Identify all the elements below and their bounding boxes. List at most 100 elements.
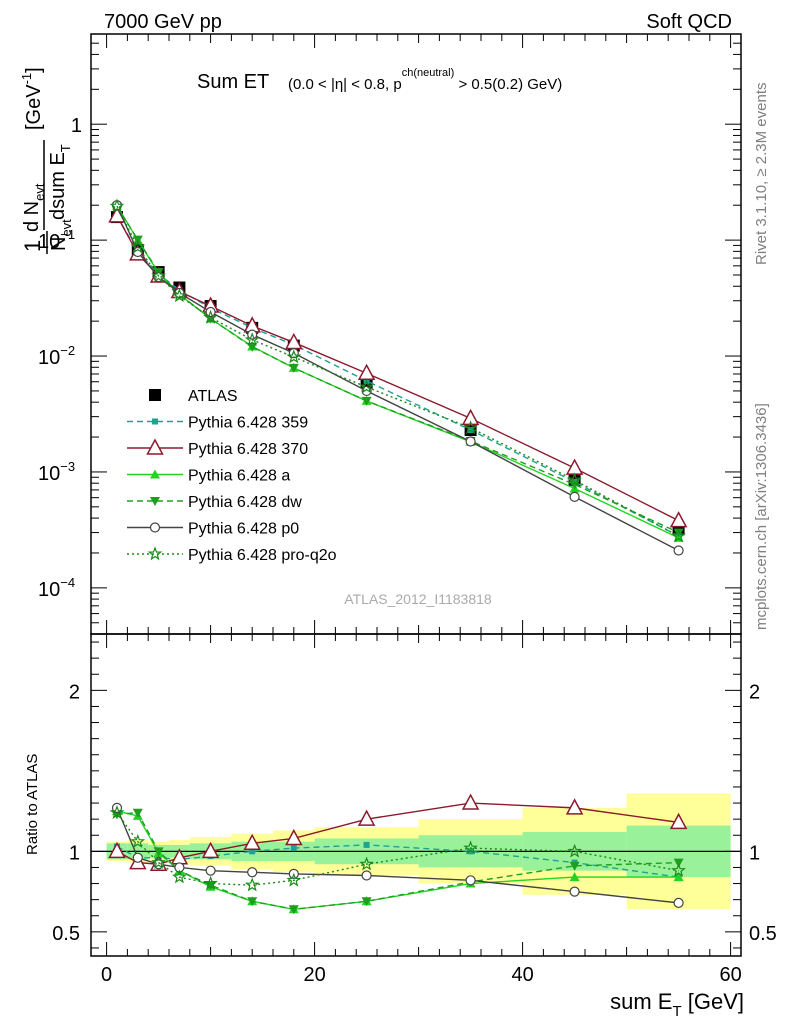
series-pythia-6-428-pro-q2o: [109, 198, 686, 543]
ratio-y-tick-label: 0.5: [52, 923, 80, 945]
data-point-marker: [151, 854, 166, 869]
legend-item: Pythia 6.428 a: [127, 468, 290, 485]
legend-item: Pythia 6.428 dw: [127, 494, 302, 511]
legend-label: Pythia 6.428 p0: [188, 521, 299, 538]
data-point-marker: [130, 833, 146, 848]
data-point-marker: [288, 905, 299, 915]
data-point-marker: [569, 872, 580, 882]
x-tick-label: 60: [719, 964, 741, 986]
data-point-marker: [461, 408, 480, 426]
data-point-marker: [153, 847, 164, 857]
main-y-axis-label: 1 d Nevt Nevt dsum ET [GeV-1]: [19, 67, 74, 254]
series-line: [116, 844, 679, 878]
data-point-marker: [132, 852, 143, 863]
y-tick-label: 10−4: [38, 575, 75, 601]
series-line: [116, 215, 679, 537]
svg-text:dsum ET: dsum ET: [47, 144, 73, 220]
plot-title-cuts: (0.0 < |η| < 0.8, pch(neutral) > 0.5(0.2…: [288, 67, 562, 93]
data-point-marker: [286, 349, 302, 364]
y-tick-label: 10−1: [38, 227, 75, 253]
data-point-marker: [153, 271, 164, 283]
data-point-marker: [244, 877, 260, 892]
data-point-marker: [205, 865, 216, 876]
legend-item: Pythia 6.428 pro-q2o: [127, 546, 337, 564]
legend-item: Pythia 6.428 370: [127, 438, 308, 458]
data-point-marker: [569, 861, 580, 871]
data-point-marker: [203, 875, 218, 890]
main-y-ticks: [91, 33, 741, 635]
data-point-marker: [461, 793, 480, 810]
data-point-marker: [147, 546, 163, 561]
ratio-y-ticks: [91, 641, 741, 949]
chart-marks: 0 20 40 60 1 10−1 10−2 10−3 10−4 0.5 0.5 1 1 2 2 ATLAS P…: [38, 33, 777, 986]
data-point-marker: [673, 872, 684, 882]
x-axis-label: sum ET [GeV]: [610, 989, 744, 1020]
side-label-mcplots: mcplots.cern.ch [arXiv:1306.3436]: [753, 403, 770, 630]
data-point-marker: [361, 870, 372, 881]
data-point-marker: [463, 840, 478, 855]
legend-item: Pythia 6.428 359: [127, 415, 308, 432]
ratio-y-tick-label: 1: [69, 842, 80, 864]
data-point-marker: [205, 314, 216, 324]
data-point-marker: [201, 841, 220, 859]
ratio-y-tick-label-right: 2: [749, 681, 760, 703]
data-point-marker: [673, 545, 684, 556]
data-point-marker: [463, 420, 478, 435]
data-point-marker: [671, 863, 686, 877]
data-point-marker: [290, 845, 297, 852]
data-point-marker: [108, 841, 126, 859]
data-point-marker: [565, 798, 584, 815]
data-point-marker: [567, 472, 582, 487]
data-point-marker: [132, 808, 143, 818]
legend-label: Pythia 6.428 dw: [188, 494, 302, 511]
series-pythia-6-428-dw: [112, 202, 684, 538]
data-point-marker: [286, 872, 302, 887]
legend-label: Pythia 6.428 359: [188, 415, 308, 432]
data-point-marker: [149, 522, 161, 533]
data-point-marker: [357, 363, 376, 381]
data-point-marker: [569, 886, 580, 897]
data-point-marker: [467, 848, 474, 855]
x-ticks: [106, 34, 732, 956]
svg-text:[GeV-1]: [GeV-1]: [19, 67, 45, 130]
ratio-series-pythia-6-428-p0: [111, 802, 684, 908]
data-point-marker: [671, 528, 686, 543]
svg-text:d Nevt: d Nevt: [21, 183, 47, 232]
legend-item: ATLAS: [149, 388, 238, 405]
data-point-marker: [363, 841, 370, 848]
side-label-rivet: Rivet 3.1.10, ≥ 2.3M events: [753, 83, 770, 266]
data-point-marker: [247, 342, 258, 352]
y-tick-label: 1: [71, 115, 82, 137]
ratio-y-tick-label-right: 0.5: [749, 923, 777, 945]
data-point-marker: [249, 848, 256, 855]
data-point-marker: [359, 379, 374, 394]
data-point-marker: [172, 288, 187, 303]
data-point-marker: [565, 458, 584, 475]
series-line: [116, 205, 679, 537]
data-point-marker: [247, 867, 258, 878]
series-pythia-6-428-a: [112, 200, 684, 542]
legend-label: Pythia 6.428 370: [188, 441, 308, 458]
data-point-marker: [130, 239, 146, 254]
main-frame: [90, 33, 742, 635]
svg-text:1: 1: [20, 240, 45, 252]
data-point-marker: [569, 491, 580, 502]
series-pythia-6-428-359: [114, 212, 682, 540]
data-point-marker: [243, 833, 261, 851]
main-panel: Sum ET (0.0 < |η| < 0.8, pch(neutral) > …: [19, 67, 562, 607]
data-point-marker: [109, 804, 125, 820]
plot-title: Sum ET: [197, 71, 269, 93]
ratio-series-pythia-6-428-pro-q2o: [109, 804, 686, 892]
data-point-marker: [152, 418, 158, 425]
series-line: [116, 206, 679, 534]
y-tick-label: 10−2: [38, 343, 75, 369]
data-point-marker: [465, 436, 476, 447]
data-point-marker: [150, 469, 160, 479]
analysis-watermark: ATLAS_2012_I1183818: [344, 591, 492, 607]
data-point-marker: [669, 511, 688, 528]
data-point-marker: [673, 897, 684, 908]
data-point-marker: [146, 438, 164, 455]
data-point-marker: [151, 268, 166, 283]
header-right: Soft QCD: [646, 11, 732, 33]
data-point-marker: [247, 897, 258, 907]
